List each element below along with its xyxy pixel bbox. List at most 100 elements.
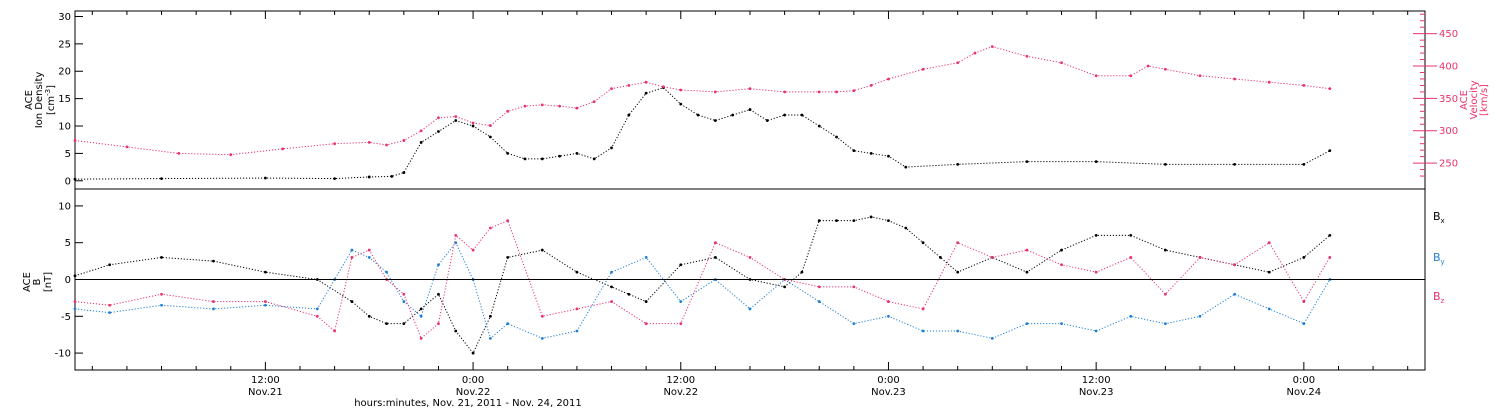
by-point: [367, 256, 371, 259]
legend-by: By: [1433, 251, 1445, 266]
bx-point: [1328, 233, 1332, 237]
bfield-axis-label-line1: ACE: [22, 272, 33, 292]
velocity-point: [1129, 74, 1133, 78]
bx-point: [869, 215, 873, 219]
bz-point: [160, 292, 163, 296]
density-point: [558, 154, 562, 158]
by-point: [1025, 322, 1029, 326]
density-point: [765, 119, 769, 122]
by-point: [644, 256, 648, 259]
density-point: [1025, 160, 1029, 164]
density-point: [575, 152, 579, 155]
density-tick-label: 10: [58, 122, 71, 133]
bz-point: [990, 256, 994, 259]
bx-line: [74, 216, 1331, 355]
density-point: [835, 135, 838, 139]
density-point: [540, 157, 544, 161]
density-point: [627, 113, 631, 117]
density-point: [471, 124, 475, 128]
by-point: [419, 314, 423, 318]
bfield-axis-label-line2: B: [32, 278, 43, 285]
density-point: [402, 171, 406, 174]
bx-point: [402, 322, 406, 326]
bx-point: [1163, 248, 1167, 252]
by-point: [921, 329, 925, 333]
x-tick-date-label: Nov.23: [871, 387, 906, 398]
legend-bz: Bz: [1433, 290, 1445, 305]
velocity-point: [1233, 77, 1237, 81]
density-point: [852, 149, 856, 153]
density-point: [488, 135, 492, 139]
legend-bx: Bx: [1433, 210, 1445, 225]
bx-point: [454, 329, 458, 333]
density-point: [454, 119, 458, 122]
by-point: [73, 307, 77, 311]
velocity-point: [437, 116, 440, 120]
bz-point: [1129, 256, 1133, 259]
velocity-point: [973, 51, 977, 55]
bz-point: [713, 241, 717, 245]
bz-point: [1267, 241, 1271, 245]
bz-point: [488, 226, 492, 230]
bz-point: [921, 307, 925, 311]
by-point: [402, 300, 406, 303]
bz-point: [315, 314, 319, 318]
bx-point: [956, 270, 960, 274]
bx-point: [887, 219, 890, 223]
density-point: [1163, 162, 1167, 166]
top-panel-frame: [74, 10, 1426, 190]
bfield-tick-label: 0: [65, 275, 71, 286]
x-tick-time-label: 0:00: [877, 375, 899, 386]
density-point: [887, 154, 890, 158]
density-point: [160, 177, 163, 180]
velocity-point: [281, 147, 285, 151]
velocity-tick-label: 400: [1439, 62, 1458, 73]
x-axis-title: hours:minutes, Nov. 21, 2011 - Nov. 24, …: [354, 398, 582, 409]
top-panel-data: [73, 45, 1332, 181]
velocity-point: [627, 84, 631, 87]
bx-point: [904, 226, 908, 230]
by-point: [212, 307, 215, 311]
bfield-axis-label: ACE B [nT]: [22, 272, 54, 292]
bx-point: [212, 259, 215, 263]
by-point: [990, 336, 994, 340]
velocity-point: [921, 67, 925, 71]
bx-point: [367, 314, 371, 318]
bz-point: [333, 329, 337, 333]
bz-point: [437, 322, 440, 326]
bfield-tick-label: -10: [55, 349, 71, 360]
bz-point: [679, 322, 683, 326]
bx-point: [385, 322, 388, 326]
bx-point: [160, 256, 163, 259]
velocity-point: [333, 142, 337, 146]
density-point: [679, 102, 683, 106]
velocity-point: [1146, 64, 1150, 68]
bx-point: [575, 270, 579, 274]
density-point: [523, 157, 527, 161]
density-axis-label-line2: Ion Density: [34, 72, 45, 129]
by-point: [1094, 329, 1098, 333]
density-tick-label: 25: [58, 39, 71, 50]
by-point: [350, 248, 354, 252]
velocity-point: [852, 89, 856, 93]
density-axis-label-line1: ACE: [24, 90, 35, 110]
by-point: [385, 270, 388, 274]
by-point: [488, 336, 492, 340]
bz-point: [540, 314, 544, 318]
bz-point: [610, 300, 613, 303]
density-axis-label-line3: [cm-3]: [44, 85, 57, 115]
density-point: [748, 108, 752, 111]
bz-point: [887, 300, 890, 303]
by-point: [1163, 322, 1167, 326]
by-point: [1060, 322, 1063, 326]
by-point: [454, 241, 458, 245]
bz-point: [644, 322, 648, 326]
bx-point: [506, 256, 510, 259]
bz-point: [1163, 292, 1167, 296]
density-point: [644, 91, 648, 95]
density-point: [1094, 160, 1098, 164]
velocity-point: [679, 88, 683, 92]
bz-point: [1302, 300, 1306, 303]
density-point: [73, 177, 77, 181]
